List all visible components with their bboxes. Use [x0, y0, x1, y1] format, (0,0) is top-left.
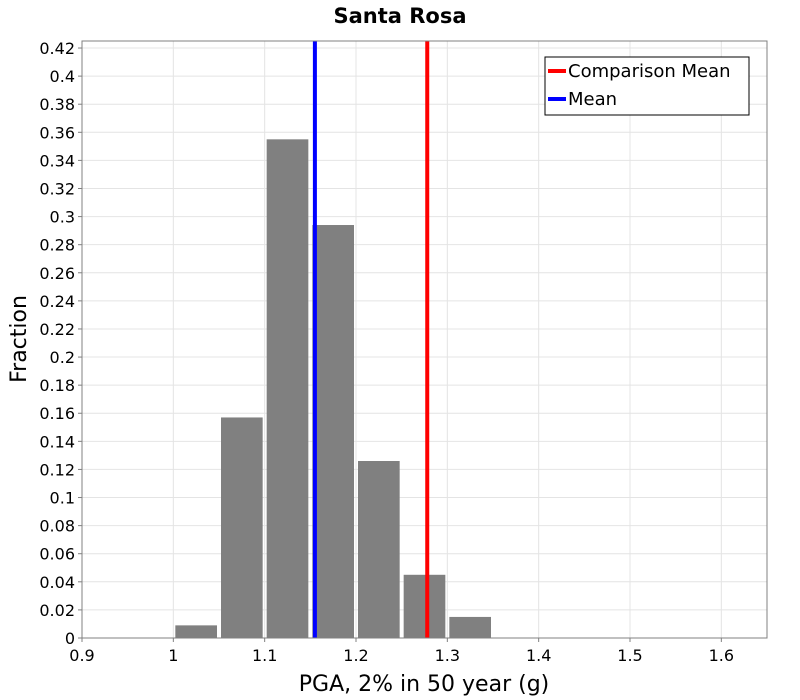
y-tick-label: 0.14 — [39, 432, 75, 451]
y-tick-label: 0.2 — [50, 348, 75, 367]
x-tick-label: 1 — [168, 646, 178, 665]
x-tick-label: 1.2 — [343, 646, 368, 665]
x-axis-ticks: 0.9 1 1.1 1.2 1.3 1.4 1.5 1.6 — [69, 638, 734, 665]
histogram-bar — [221, 417, 263, 638]
chart-title: Santa Rosa — [333, 4, 466, 28]
x-tick-label: 1.5 — [617, 646, 642, 665]
x-axis-label: PGA, 2% in 50 year (g) — [299, 672, 550, 697]
y-tick-label: 0.3 — [50, 208, 75, 227]
y-tick-label: 0.04 — [39, 573, 75, 592]
y-tick-label: 0.16 — [39, 404, 75, 423]
x-tick-label: 1.4 — [526, 646, 551, 665]
histogram-bar — [358, 461, 400, 638]
y-tick-label: 0.28 — [39, 236, 75, 255]
plot-area-border — [81, 40, 768, 639]
x-tick-label: 1.1 — [252, 646, 277, 665]
y-tick-label: 0.1 — [50, 489, 75, 508]
histogram-bars — [175, 139, 491, 638]
legend: Comparison Mean Mean — [544, 56, 750, 116]
legend-label-comparison-mean: Comparison Mean — [568, 61, 731, 82]
y-tick-label: 0.18 — [39, 376, 75, 395]
y-axis-ticks: 0 0.02 0.04 0.06 0.08 0.1 0.12 0.14 0.16 0.18 0.2 0… — [39, 39, 82, 648]
y-tick-label: 0.4 — [50, 67, 75, 86]
y-tick-label: 0.32 — [39, 179, 75, 198]
y-tick-label: 0.12 — [39, 460, 75, 479]
y-tick-label: 0.38 — [39, 95, 75, 114]
legend-box — [544, 56, 750, 116]
y-tick-label: 0 — [65, 629, 75, 648]
x-tick-label: 1.3 — [435, 646, 460, 665]
mean-lines — [312, 41, 430, 638]
y-axis-label: Fraction — [7, 295, 32, 383]
y-tick-label: 0.34 — [39, 151, 75, 170]
y-tick-label: 0.06 — [39, 545, 75, 564]
histogram-bar — [312, 225, 354, 638]
y-tick-label: 0.42 — [39, 39, 75, 58]
legend-label-mean: Mean — [568, 89, 617, 110]
x-tick-label: 0.9 — [69, 646, 94, 665]
histogram-bar — [266, 139, 309, 638]
x-tick-label: 1.6 — [709, 646, 734, 665]
histogram-bar — [175, 625, 217, 638]
grid-lines — [81, 41, 767, 639]
y-tick-label: 0.26 — [39, 264, 75, 283]
histogram-bar — [449, 616, 491, 638]
y-tick-label: 0.22 — [39, 320, 75, 339]
y-tick-label: 0.36 — [39, 123, 75, 142]
y-tick-label: 0.02 — [39, 601, 75, 620]
y-tick-label: 0.08 — [39, 517, 75, 536]
y-tick-label: 0.24 — [39, 292, 75, 311]
histogram-bar — [403, 574, 446, 638]
